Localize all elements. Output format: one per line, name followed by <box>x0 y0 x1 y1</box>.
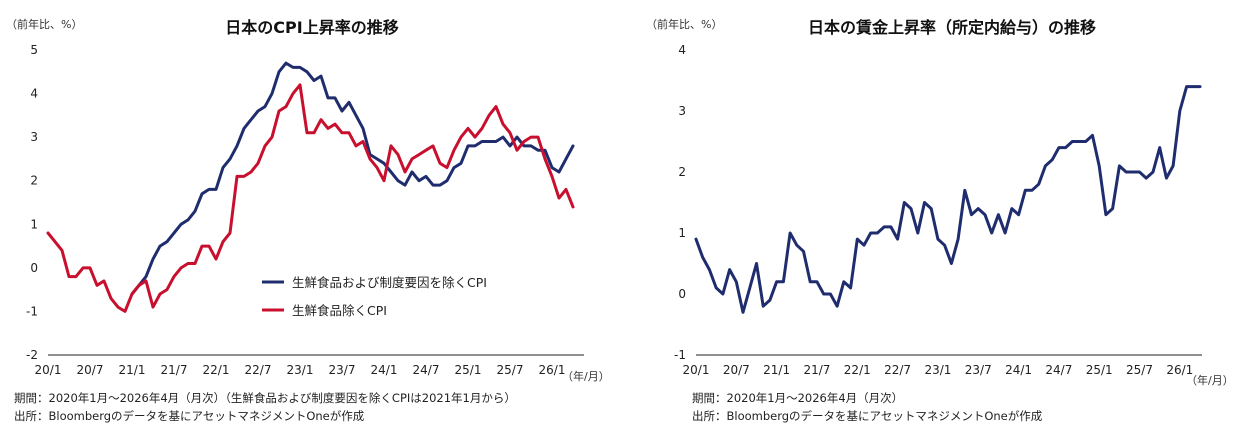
x-tick-label: 20/1 <box>35 363 62 377</box>
legend-label-core-cpi: 生鮮食品および制度要因を除くCPI <box>292 275 487 290</box>
y-tick-label: 4 <box>30 87 38 101</box>
y-tick-label: -1 <box>26 304 38 318</box>
y-tick-label: 5 <box>30 43 38 57</box>
x-tick-label: 24/1 <box>371 363 398 377</box>
wage-period-note: 期間：2020年1月～2026年4月（月次） <box>692 391 903 405</box>
x-tick-label: 20/1 <box>683 363 710 377</box>
x-tick-label: 21/7 <box>161 363 188 377</box>
y-tick-label: 4 <box>678 43 686 57</box>
wage-x-unit-label: （年/月） <box>1186 373 1234 387</box>
x-tick-label: 22/1 <box>203 363 230 377</box>
x-tick-label: 23/7 <box>965 363 992 377</box>
cpi-period-note: 期間：2020年1月～2026年4月（月次）（生鮮食品および制度要因を除くCPI… <box>14 391 516 405</box>
cpi-y-unit-label: （前年比、%） <box>6 17 82 31</box>
x-tick-label: 21/7 <box>803 363 830 377</box>
cpi-chart: 日本のCPI上昇率の推移 （前年比、%） -2 -1 0 1 2 3 4 5 20/1 20/7… <box>6 17 610 423</box>
x-tick-label: 21/1 <box>763 363 790 377</box>
wage-y-unit-label: （前年比、%） <box>646 17 722 31</box>
x-tick-label: 24/7 <box>413 363 440 377</box>
y-tick-label: 0 <box>30 261 38 275</box>
cpi-legend: 生鮮食品および制度要因を除くCPI 生鮮食品除くCPI <box>262 275 487 318</box>
y-tick-label: 2 <box>678 165 686 179</box>
x-tick-label: 24/7 <box>1045 363 1072 377</box>
x-tick-label: 25/7 <box>1126 363 1153 377</box>
cpi-source-note: 出所：Bloombergのデータを基にアセットマネジメントOneが作成 <box>14 409 365 423</box>
series-line-0 <box>694 85 1202 314</box>
wage-y-tick-labels: -1 0 1 2 3 4 <box>674 43 686 362</box>
cpi-chart-title: 日本のCPI上昇率の推移 <box>225 18 398 37</box>
x-tick-label: 22/7 <box>245 363 272 377</box>
x-tick-label: 25/1 <box>1086 363 1113 377</box>
y-tick-label: 1 <box>30 217 38 231</box>
cpi-y-tick-labels: -2 -1 0 1 2 3 4 5 <box>26 43 38 362</box>
wage-series-lines <box>694 85 1202 314</box>
cpi-x-unit-label: （年/月） <box>562 369 610 383</box>
y-tick-label: 3 <box>30 130 38 144</box>
legend-label-cpi-ex-fresh: 生鮮食品除くCPI <box>292 303 387 318</box>
wage-source-note: 出所：Bloombergのデータを基にアセットマネジメントOneが作成 <box>692 409 1043 423</box>
x-tick-label: 22/1 <box>844 363 871 377</box>
x-tick-label: 26/1 <box>539 363 566 377</box>
series-line-1 <box>46 83 575 313</box>
y-tick-label: -1 <box>674 348 686 362</box>
x-tick-label: 23/1 <box>287 363 314 377</box>
y-tick-label: -2 <box>26 348 38 362</box>
x-tick-label: 25/7 <box>497 363 524 377</box>
x-tick-label: 24/1 <box>1005 363 1032 377</box>
cpi-x-tick-labels: 20/1 20/7 21/1 21/7 22/1 22/7 23/1 23/7 24/1 24/7… <box>35 363 566 377</box>
x-tick-label: 25/1 <box>455 363 482 377</box>
series-line-0 <box>130 61 575 296</box>
x-tick-label: 22/7 <box>884 363 911 377</box>
wage-x-tick-labels: 20/1 20/7 21/1 21/7 22/1 22/7 23/1 23/7 24/1 24/7… <box>683 363 1194 377</box>
y-tick-label: 0 <box>678 287 686 301</box>
cpi-series-lines <box>46 61 575 313</box>
x-tick-label: 20/7 <box>723 363 750 377</box>
wage-chart-title: 日本の賃金上昇率（所定内給与）の推移 <box>808 18 1096 37</box>
y-tick-label: 2 <box>30 174 38 188</box>
y-tick-label: 1 <box>678 226 686 240</box>
x-tick-label: 21/1 <box>119 363 146 377</box>
x-tick-label: 23/7 <box>329 363 356 377</box>
x-tick-label: 23/1 <box>924 363 951 377</box>
y-tick-label: 3 <box>678 104 686 118</box>
x-tick-label: 26/1 <box>1166 363 1193 377</box>
x-tick-label: 20/7 <box>77 363 104 377</box>
